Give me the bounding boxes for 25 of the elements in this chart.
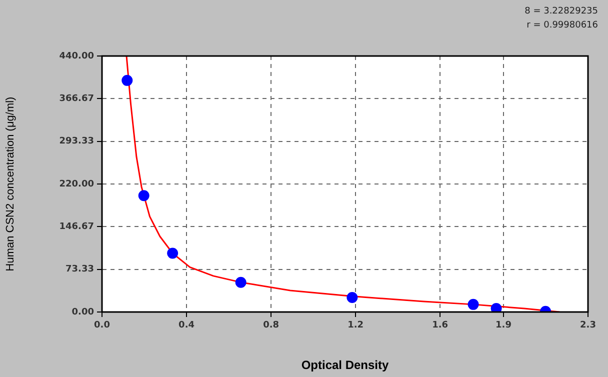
x-axis-title: Optical Density xyxy=(301,358,390,372)
y-axis-title: Human CSN2 concentration (μg/ml) xyxy=(4,96,17,272)
point xyxy=(122,74,133,86)
y-tick-label: 366.67 xyxy=(59,94,94,104)
x-tick-label: 2.3 xyxy=(580,320,596,331)
y-tick-label: 0.00 xyxy=(72,307,94,318)
x-tick-label: 0.8 xyxy=(263,320,280,331)
y-tick-label: 440.00 xyxy=(59,51,94,62)
point xyxy=(490,303,502,312)
x-tick-label: 1.9 xyxy=(496,320,512,331)
x-tick-label: 0.4 xyxy=(178,320,194,331)
text: r = 0.99980616 xyxy=(526,20,598,30)
point xyxy=(138,190,150,202)
x-tick-label: 1.6 xyxy=(432,320,448,331)
x-tick-label: 0.0 xyxy=(94,320,110,331)
point xyxy=(235,276,246,288)
point xyxy=(167,248,178,259)
x-tick-label: 1.2 xyxy=(348,320,364,331)
y-tick-label: 220.00 xyxy=(59,179,94,190)
point xyxy=(346,292,358,303)
y-tick-label: 146.67 xyxy=(59,222,94,232)
point xyxy=(468,298,479,310)
text: 8 = 3.22829235 xyxy=(524,6,598,16)
y-tick-label: 73.33 xyxy=(66,264,94,275)
y-tick-label: 293.33 xyxy=(59,136,94,147)
